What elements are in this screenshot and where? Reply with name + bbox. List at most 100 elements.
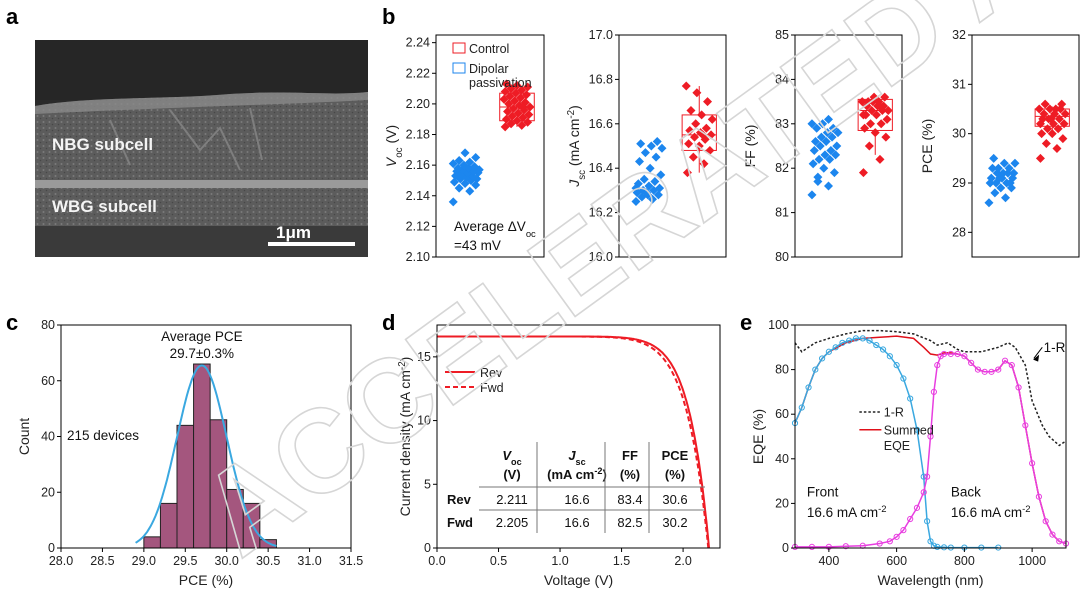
b-ff-dipolar-point (831, 150, 841, 160)
e-eqe-ytick-label: 60 (775, 407, 789, 421)
jv-curve-fwd (437, 335, 710, 549)
sem-image (35, 40, 368, 257)
c-hist-xtick-label: 31.0 (297, 554, 321, 568)
eqe-point-back (988, 368, 995, 375)
legend-control-swatch (452, 42, 466, 54)
b-ff-control-point (860, 123, 870, 133)
b-jsc-ytick-label: 17.0 (589, 28, 613, 42)
b-jsc-control-point (699, 159, 709, 169)
b-voc-control-point (523, 82, 533, 92)
b-voc-control-point (524, 110, 534, 120)
b-pce-dipolar-point (1001, 193, 1011, 203)
b-pce-control-point (1041, 139, 1051, 149)
eqe-point-front (900, 375, 907, 382)
eqe-point-front (873, 341, 880, 349)
b-voc-control-point (521, 90, 531, 100)
legend-control-label: Control (469, 42, 509, 56)
b-pce-dipolar-point (989, 153, 999, 163)
b-voc-control-point (503, 107, 513, 117)
d-jv-ytick-label: 5 (424, 477, 431, 491)
table-header-unit: (%) (620, 467, 640, 482)
e-eqe-ytick-label: 80 (775, 363, 789, 377)
b-ff-control-point (864, 141, 874, 151)
b-voc-dipolar-point (470, 162, 480, 172)
eqe-curve-1-r (794, 329, 1067, 447)
b-pce-ytick-label: 31 (952, 77, 966, 91)
c-hist-ytick-label: 40 (41, 430, 55, 444)
eqe-point-back (808, 543, 816, 550)
b-pce-control-point (1045, 104, 1055, 114)
b-ff-dipolar-point (815, 141, 825, 151)
eqe-point-front (924, 518, 931, 525)
b-pce-control-point (1040, 99, 1050, 109)
b-voc-control-point (512, 81, 522, 91)
eqe-point-front (839, 339, 846, 346)
b-jsc-ytick-label: 16.0 (589, 250, 613, 264)
eqe-point-back (1056, 538, 1063, 545)
eqe-point-back (1008, 362, 1015, 369)
table-cell: 2.205 (496, 515, 529, 530)
b-jsc-control-point (690, 132, 700, 142)
table-row-label: Rev (447, 492, 472, 507)
table-cell: 16.6 (564, 515, 589, 530)
b-pce-dipolar-point (1009, 168, 1019, 178)
b-ff-dipolar-point (814, 154, 824, 164)
eqe-point-back (927, 433, 934, 440)
eqe-point-back (930, 388, 937, 395)
b-jsc-control-point (682, 168, 692, 178)
b-jsc-ytick-label: 16.4 (589, 161, 613, 175)
b-jsc-dipolar-point (645, 163, 655, 173)
d-jv-xtick-label: 0.0 (428, 554, 445, 568)
legend-dipolar-label-2: passivation (469, 76, 532, 90)
b-voc-dipolar-point (471, 152, 481, 162)
b-jsc-dipolar-point (656, 170, 666, 180)
b-ff-control-point (883, 105, 893, 115)
e-eqe-xtick-label: 600 (886, 554, 907, 568)
b-ff-dipolar-point (813, 177, 823, 187)
c-hist-xtick-label: 31.5 (339, 554, 363, 568)
e-eqe-xtick-label: 1000 (1018, 554, 1046, 568)
eqe-point-back (900, 527, 907, 534)
c-hist-xtick-label: 28.5 (90, 554, 114, 568)
eqe-point-front (805, 384, 812, 391)
gaussian-fit-curve (135, 364, 277, 547)
b-pce-ytick-label: 28 (952, 225, 966, 239)
e-eqe-xtick-label: 800 (954, 554, 975, 568)
b-jsc-dipolar-point (640, 148, 650, 158)
b-jsc-dipolar-point (644, 181, 654, 191)
b-ff-ytick-label: 81 (775, 206, 789, 220)
b-jsc-dipolar-point (650, 177, 660, 187)
b-jsc-control-point (705, 145, 715, 155)
eqe-point-back (1049, 531, 1056, 538)
panel-letter-e: e (740, 310, 752, 335)
table-header-unit: (V) (503, 467, 520, 482)
c-hist-ytick-label: 60 (41, 374, 55, 388)
b-voc-ytick-label: 2.12 (406, 219, 430, 233)
b-voc-dipolar-point (465, 186, 475, 196)
b-ff-ytick-label: 85 (775, 28, 789, 42)
eqe-point-front (859, 335, 866, 342)
b-jsc-control-point (685, 125, 695, 135)
b-jsc-axes: 16.0 16.2 16.4 16.6 16.8 17.0 Jsc (mA cm-2) (566, 28, 727, 264)
b-ff-control-point (867, 105, 877, 115)
b-voc-ytick-label: 2.14 (406, 189, 430, 203)
b-ff-ytick-label: 80 (775, 250, 789, 264)
table-header-unit: (%) (665, 467, 685, 482)
b-ff-dipolar-point (819, 163, 829, 173)
b-ff-control-point (858, 168, 868, 178)
delta-voc-annotation: Average ΔVoc (454, 219, 536, 240)
b-voc-control-point (505, 91, 515, 101)
b-ff-dipolar-point (826, 145, 836, 155)
b-ff-control-point (858, 110, 868, 120)
c-hist-xlabel: PCE (%) (179, 572, 233, 588)
table-cell: 30.2 (662, 515, 687, 530)
b-jsc-control-point (692, 88, 702, 98)
c-hist-xtick-label: 28.0 (49, 554, 73, 568)
b-ff-dipolar-point (828, 123, 838, 133)
e-eqe-ytick-label: 40 (775, 452, 789, 466)
b-ff-dipolar-point (807, 190, 817, 200)
c-hist-xtick-label: 29.0 (132, 554, 156, 568)
eqe-point-back (947, 350, 954, 358)
one-minus-r-arrow (1033, 346, 1043, 359)
